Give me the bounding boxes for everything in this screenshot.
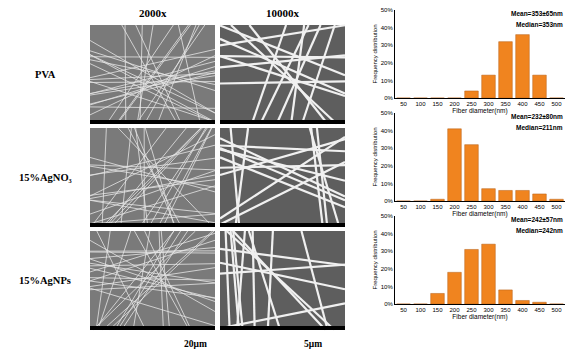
svg-text:400: 400 (517, 204, 528, 210)
svg-text:30%: 30% (381, 145, 394, 151)
svg-text:50: 50 (400, 307, 407, 313)
svg-text:350: 350 (500, 204, 511, 210)
svg-text:0%: 0% (384, 198, 393, 204)
svg-text:50: 50 (400, 101, 407, 107)
svg-text:20μm: 20μm (184, 339, 207, 349)
svg-text:350: 350 (500, 101, 511, 107)
svg-text:15%AgNO₃: 15%AgNO₃ (19, 172, 72, 183)
svg-text:PVA: PVA (35, 69, 56, 80)
svg-text:50%: 50% (381, 110, 394, 116)
svg-text:20%: 20% (381, 163, 394, 169)
svg-text:450: 450 (534, 307, 545, 313)
svg-text:100: 100 (415, 101, 426, 107)
svg-text:Fiber diameter(nm): Fiber diameter(nm) (452, 313, 507, 321)
svg-text:500: 500 (551, 101, 562, 107)
svg-text:250: 250 (466, 101, 477, 107)
svg-text:Mean=353±65nm: Mean=353±65nm (511, 10, 563, 17)
svg-text:10000x: 10000x (266, 7, 300, 19)
svg-text:0%: 0% (384, 301, 393, 307)
svg-text:2000x: 2000x (139, 7, 167, 19)
svg-text:250: 250 (466, 307, 477, 313)
svg-text:Median=211nm: Median=211nm (516, 124, 563, 131)
svg-text:Median=242nm: Median=242nm (516, 227, 563, 234)
svg-text:10%: 10% (381, 181, 394, 187)
svg-text:450: 450 (534, 204, 545, 210)
svg-text:30%: 30% (381, 248, 394, 254)
svg-text:5μm: 5μm (304, 339, 322, 349)
svg-text:40%: 40% (381, 128, 394, 134)
svg-text:100: 100 (415, 307, 426, 313)
svg-text:250: 250 (466, 204, 477, 210)
svg-text:50%: 50% (381, 7, 394, 13)
svg-text:150: 150 (432, 307, 443, 313)
svg-text:500: 500 (551, 204, 562, 210)
svg-text:350: 350 (500, 307, 511, 313)
svg-text:Fiber diameter(nm): Fiber diameter(nm) (452, 107, 507, 115)
svg-text:Frequency distribution: Frequency distribution (372, 230, 378, 289)
svg-text:400: 400 (517, 101, 528, 107)
svg-text:100: 100 (415, 204, 426, 210)
svg-text:20%: 20% (381, 266, 394, 272)
svg-text:15%AgNPs: 15%AgNPs (19, 275, 71, 286)
svg-text:450: 450 (534, 101, 545, 107)
svg-text:300: 300 (483, 101, 494, 107)
svg-text:30%: 30% (381, 42, 394, 48)
svg-text:10%: 10% (381, 78, 394, 84)
svg-text:40%: 40% (381, 25, 394, 31)
svg-text:Mean=232±80nm: Mean=232±80nm (511, 113, 563, 120)
svg-text:20%: 20% (381, 60, 394, 66)
svg-text:Frequency distribution: Frequency distribution (372, 127, 378, 186)
svg-text:500: 500 (551, 307, 562, 313)
svg-text:400: 400 (517, 307, 528, 313)
svg-text:50%: 50% (381, 213, 394, 219)
svg-text:Median=353nm: Median=353nm (516, 21, 563, 28)
svg-text:50: 50 (400, 204, 407, 210)
svg-text:Mean=242±57nm: Mean=242±57nm (511, 216, 563, 223)
svg-text:300: 300 (483, 307, 494, 313)
svg-text:200: 200 (449, 204, 460, 210)
svg-text:200: 200 (449, 101, 460, 107)
svg-text:0%: 0% (384, 95, 393, 101)
svg-text:40%: 40% (381, 231, 394, 237)
svg-text:150: 150 (432, 204, 443, 210)
svg-text:150: 150 (432, 101, 443, 107)
svg-text:300: 300 (483, 204, 494, 210)
svg-text:10%: 10% (381, 284, 394, 290)
svg-text:Fiber diameter(nm): Fiber diameter(nm) (452, 210, 507, 218)
svg-text:Frequency distribution: Frequency distribution (372, 24, 378, 83)
svg-text:200: 200 (449, 307, 460, 313)
